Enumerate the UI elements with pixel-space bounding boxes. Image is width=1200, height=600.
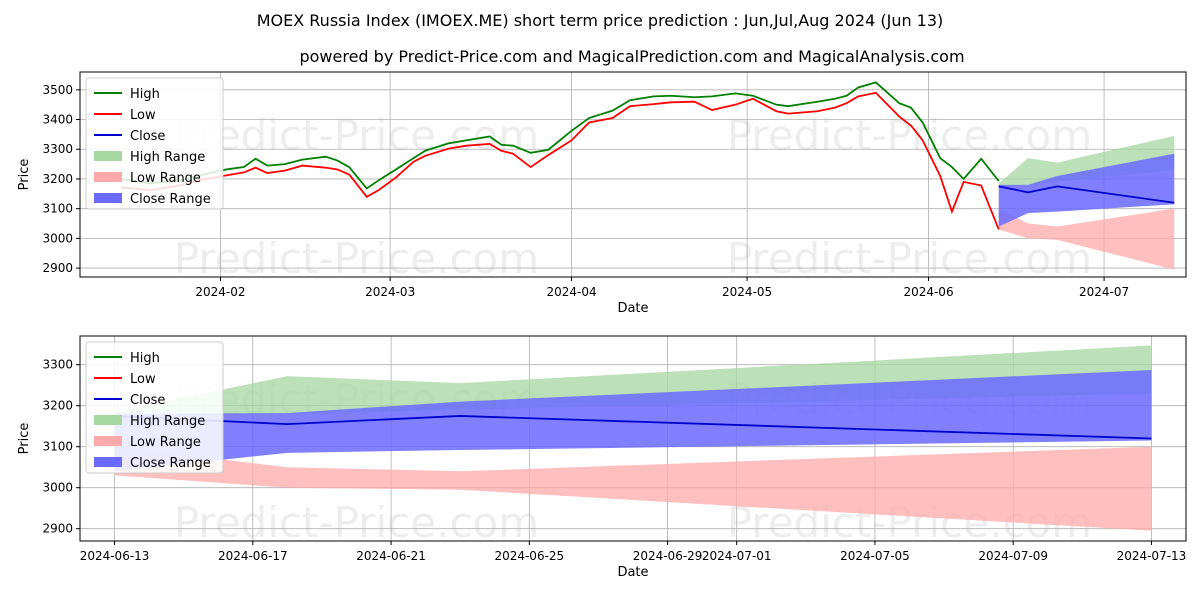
y-tick-label: 3300 (42, 358, 73, 372)
x-tick-label: 2024-07 (1079, 285, 1129, 299)
legend-low-range-swatch (94, 172, 122, 182)
legend-close-label: Close (130, 393, 165, 408)
legend-high-range-swatch (94, 151, 122, 161)
legend-close-range-swatch (94, 193, 122, 203)
legend-close-label: Close (130, 129, 165, 144)
x-axis-label: Date (617, 301, 648, 316)
watermark-text: Predict-Price.com (174, 498, 539, 547)
close-range-band (114, 370, 1152, 472)
y-tick-label: 3000 (42, 481, 73, 495)
x-tick-label: 2024-04 (546, 285, 596, 299)
axes-frame (79, 71, 1187, 278)
x-axis-label: Date (617, 565, 648, 580)
high-series-line (120, 81, 1000, 190)
y-tick-label: 3400 (42, 113, 73, 127)
low-range-band (114, 446, 1152, 531)
watermark-text: Predict-Price.com (727, 234, 1092, 283)
y-tick-label: 3300 (42, 142, 73, 156)
chart-subtitle: powered by Predict-Price.com and Magical… (299, 47, 964, 66)
x-tick-label: 2024-06-25 (494, 549, 564, 563)
low-range-band (998, 208, 1175, 270)
legend-low-label: Low (130, 108, 156, 123)
low-series-line (120, 91, 1000, 230)
x-tick-label: 2024-07-05 (840, 549, 910, 563)
y-tick-label: 3200 (42, 399, 73, 413)
legend-close-range-label: Close Range (130, 456, 211, 471)
y-axis-label: Price (17, 423, 32, 455)
x-tick-label: 2024-07-09 (978, 549, 1048, 563)
legend-low-range-label: Low Range (130, 435, 201, 450)
x-tick-label: 2024-05 (722, 285, 772, 299)
high-range-band (114, 345, 1152, 418)
legend-close-range-label: Close Range (130, 192, 211, 207)
x-tick-label: 2024-07-13 (1117, 549, 1187, 563)
y-tick-label: 3100 (42, 440, 73, 454)
high-range-band (998, 135, 1175, 188)
x-tick-label: 2024-06-13 (80, 549, 150, 563)
x-tick-label: 2024-03 (365, 285, 415, 299)
legend-low-label: Low (130, 372, 156, 387)
x-tick-label: 2024-06-17 (218, 549, 288, 563)
y-tick-label: 2900 (42, 261, 73, 275)
legend-high-range-swatch (94, 415, 122, 425)
watermark-text: Predict-Price.com (174, 234, 539, 283)
legend: High Low Close High Range Low Range Close Ran… (85, 77, 224, 210)
legend-high-range-label: High Range (130, 150, 205, 165)
legend-low-range-label: Low Range (130, 171, 201, 186)
x-tick-label: 2024-07-01 (702, 549, 772, 563)
legend-high-label: High (130, 351, 160, 366)
legend-high-label: High (130, 87, 160, 102)
close-series-line (998, 185, 1175, 204)
watermark-text: Predict-Price.com (727, 111, 1092, 160)
x-tick-label: 2024-02 (195, 285, 245, 299)
bottom-panel: Predict-Price.comPredict-Price.comPredic… (17, 335, 1187, 580)
y-axis-label: Price (17, 159, 32, 191)
legend-low-range-swatch (94, 436, 122, 446)
top-panel: Predict-Price.com Predict-Price.com Predic… (17, 71, 1187, 316)
watermark-text: Predict-Price.com (174, 111, 539, 160)
chart-title: MOEX Russia Index (IMOEX.ME) short term … (257, 11, 944, 30)
y-tick-label: 3500 (42, 83, 73, 97)
legend-close-range-swatch (94, 457, 122, 467)
plot-area (114, 345, 1152, 531)
y-tick-label: 3200 (42, 172, 73, 186)
y-tick-label: 3000 (42, 231, 73, 245)
x-tick-label: 2024-06-29 (633, 549, 703, 563)
axes-frame (79, 335, 1187, 542)
x-tick-label: 2024-06 (903, 285, 953, 299)
plot-area (120, 81, 1175, 270)
legend: High Low Close High Range Low Range Close Ran… (85, 341, 224, 474)
y-tick-label: 2900 (42, 522, 73, 536)
legend-high-range-label: High Range (130, 414, 205, 429)
y-tick-label: 3100 (42, 202, 73, 216)
x-tick-label: 2024-06-21 (356, 549, 426, 563)
